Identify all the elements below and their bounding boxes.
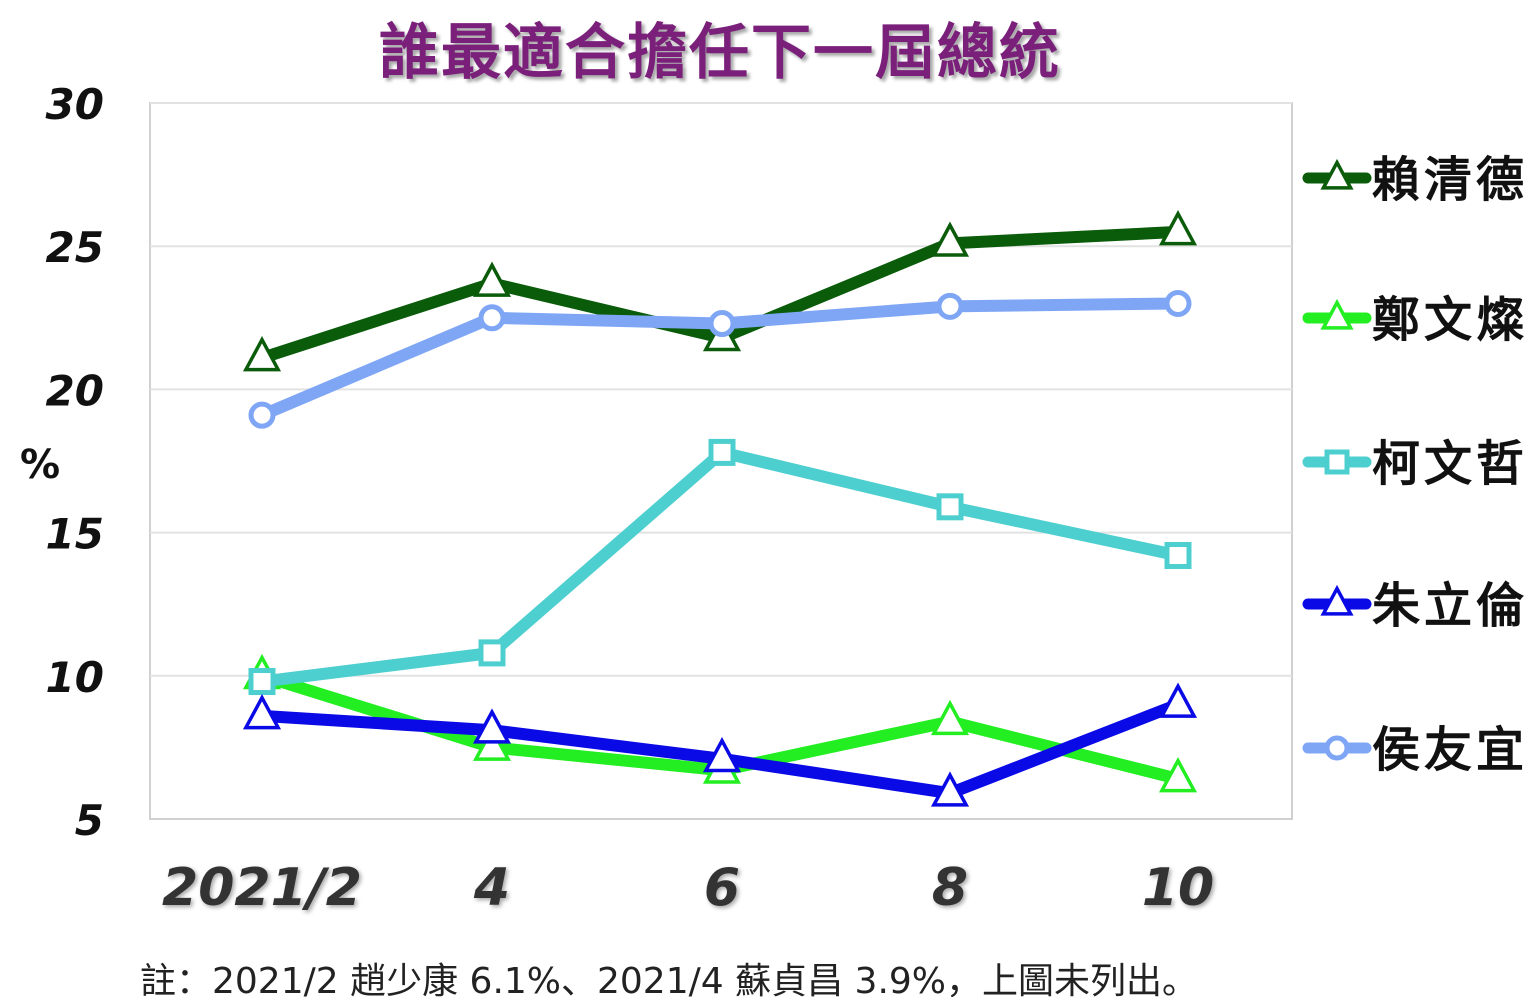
x-tick-label: 8 <box>932 858 968 918</box>
data-point <box>248 668 276 696</box>
legend-marker <box>1320 298 1354 330</box>
x-tick-label: 6 <box>704 858 740 918</box>
data-point <box>472 261 512 297</box>
grid-lines <box>150 102 1292 677</box>
legend-item: 賴清德 <box>1302 152 1528 208</box>
data-point <box>930 221 970 257</box>
legend-label: 朱立倫 <box>1372 578 1528 634</box>
data-point <box>242 694 282 730</box>
legend-marker <box>1320 158 1354 190</box>
data-point <box>930 699 970 736</box>
y-tick-label: 15 <box>46 510 104 559</box>
series-0 <box>242 209 1198 372</box>
data-point <box>936 493 964 521</box>
series-2 <box>248 438 1192 696</box>
series-4 <box>248 289 1192 429</box>
data-point <box>472 708 512 744</box>
legend-label: 柯文哲 <box>1372 436 1528 492</box>
y-axis-ticks: 5 10 15 20 25 30 <box>46 80 104 845</box>
y-tick-label: 20 <box>46 366 104 415</box>
footnote: 註：2021/2 趙少康 6.1%、2021/4 蘇貞昌 3.9%，上圖未列出。 <box>140 961 1198 1002</box>
legend-marker <box>1324 449 1350 475</box>
legend-label: 賴清德 <box>1372 152 1528 208</box>
data-point <box>702 736 742 773</box>
y-tick-label: 5 <box>75 796 104 845</box>
data-point <box>936 292 964 320</box>
y-tick-label: 25 <box>46 223 104 272</box>
legend-label: 侯友宜 <box>1372 722 1528 778</box>
data-point <box>1158 682 1198 718</box>
x-tick-label: 4 <box>473 858 510 918</box>
data-point <box>242 336 282 372</box>
legend-item: 侯友宜 <box>1302 722 1528 778</box>
data-point <box>478 639 506 667</box>
legend-marker <box>1324 735 1350 761</box>
data-point <box>1164 289 1192 317</box>
legend-item: 鄭文燦 <box>1302 292 1528 348</box>
series-3 <box>242 682 1198 807</box>
data-point <box>1158 209 1198 246</box>
data-point <box>1158 757 1198 793</box>
data-point <box>248 401 276 429</box>
data-point <box>708 438 736 466</box>
legend-item: 朱立倫 <box>1302 578 1528 634</box>
x-tick-label: 10 <box>1142 858 1214 918</box>
y-tick-label: 30 <box>46 80 104 129</box>
data-point <box>478 304 506 332</box>
legend-label: 鄭文燦 <box>1372 292 1528 348</box>
data-point <box>472 725 512 761</box>
data-point <box>1164 542 1192 570</box>
legend-marker <box>1320 584 1354 616</box>
data-point <box>708 310 736 338</box>
series-lines <box>242 209 1198 807</box>
x-tick-label: 2021/2 <box>162 858 362 918</box>
data-point <box>930 771 970 807</box>
chart-title: 誰最適合擔任下一屆總統 <box>379 18 1061 88</box>
y-axis-label: % <box>20 442 60 488</box>
legend-item: 柯文哲 <box>1302 436 1528 492</box>
x-axis-ticks: 2021/2 4 6 8 10 <box>162 858 1214 918</box>
y-tick-label: 10 <box>46 653 104 702</box>
